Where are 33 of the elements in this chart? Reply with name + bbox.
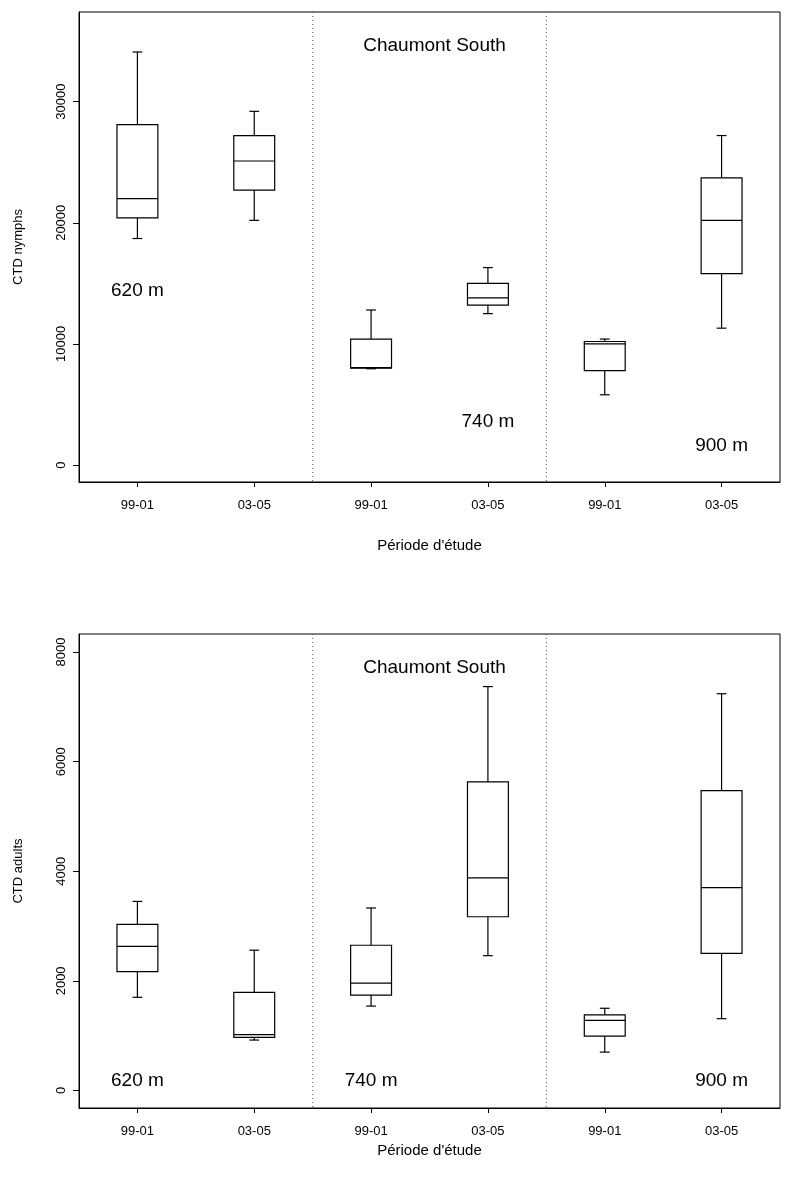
y-tick-label: 4000 [53, 856, 68, 886]
x-tick-label: 99-01 [354, 1123, 388, 1138]
x-tick-label: 99-01 [588, 1123, 622, 1138]
annotation: 900 m [695, 433, 748, 455]
y-axis-title: CTD adults [10, 838, 25, 904]
x-tick-label: 03-05 [704, 1123, 739, 1138]
annotation: 740 m [344, 1069, 398, 1091]
x-tick-label: 99-01 [120, 1123, 155, 1138]
y-tick-label: 10000 [53, 325, 68, 362]
annotation: 740 m [461, 410, 515, 432]
x-axis-title: Période d'étude [377, 1140, 482, 1158]
x-tick-label: 99-01 [588, 497, 622, 512]
text: Chaumont South [363, 656, 506, 677]
text: Chaumont South [363, 34, 506, 55]
y-tick-label: 6000 [53, 747, 68, 777]
y-tick-label: 0 [53, 461, 68, 469]
y-tick-label: 0 [53, 1086, 68, 1095]
y-tick-label: 30000 [53, 83, 68, 120]
x-axis-title: Période d'étude [377, 536, 482, 553]
y-axis-title: CTD nymphs [10, 208, 25, 285]
y-tick-label: 2000 [53, 966, 68, 996]
annotation: 620 m [111, 1069, 164, 1091]
annotation: 620 m [111, 278, 164, 300]
y-tick-label: 20000 [53, 204, 68, 241]
x-tick-label: 03-05 [237, 497, 271, 512]
x-tick-label: 03-05 [471, 1123, 505, 1138]
x-tick-label: 99-01 [354, 497, 388, 512]
x-tick-label: 99-01 [120, 497, 155, 512]
x-tick-label: 03-05 [471, 497, 505, 512]
x-tick-label: 03-05 [237, 1123, 271, 1138]
x-tick-label: 03-05 [704, 497, 739, 512]
y-tick-label: 8000 [53, 637, 68, 667]
annotation: 900 m [695, 1069, 748, 1091]
